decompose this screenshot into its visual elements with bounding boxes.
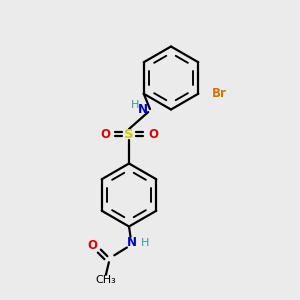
Text: N: N [138,103,148,116]
Text: O: O [100,128,110,142]
Text: H: H [131,100,139,110]
Text: CH₃: CH₃ [95,275,116,285]
Text: O: O [148,128,158,142]
Text: H: H [141,238,149,248]
Text: S: S [124,128,134,142]
Text: N: N [127,236,137,249]
Text: O: O [88,238,98,252]
Text: Br: Br [212,87,227,100]
